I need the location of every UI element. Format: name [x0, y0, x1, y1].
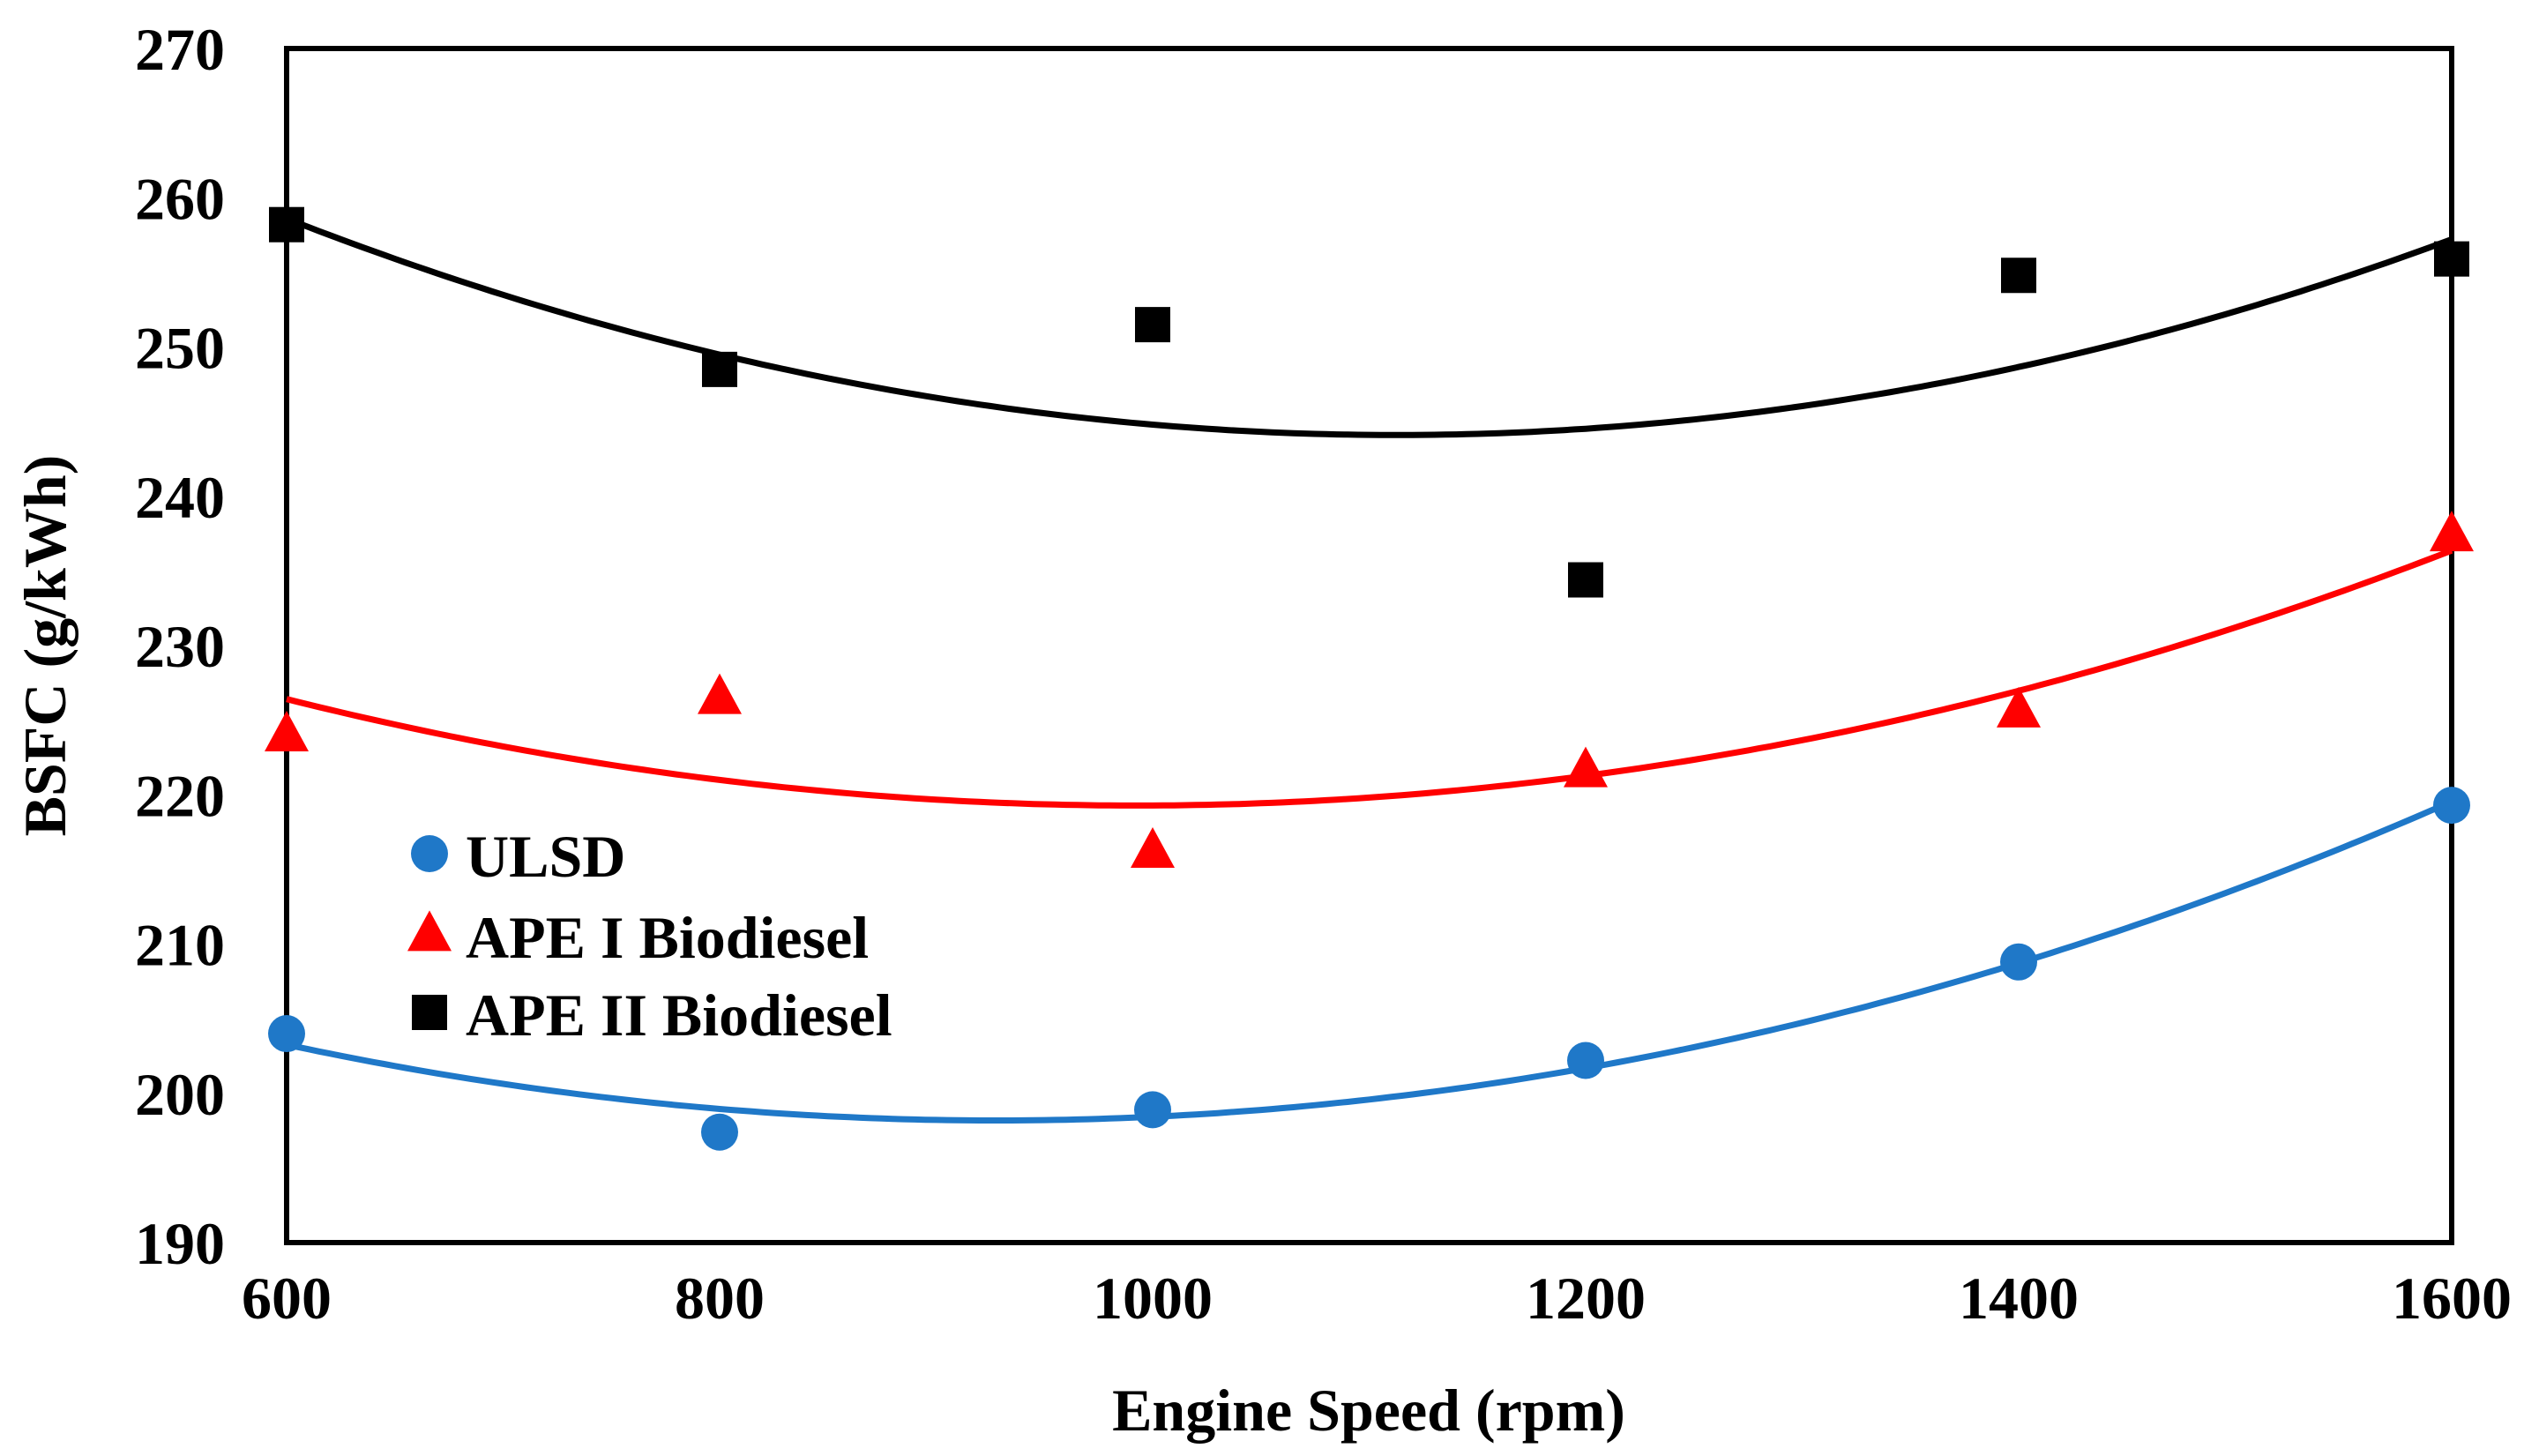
x-axis-ticks: 600 800 1000 1200 1400 1600	[242, 1265, 2512, 1332]
data-point	[1134, 1091, 1171, 1129]
legend-label: APE II Biodiesel	[466, 982, 892, 1049]
y-tick-label: 220	[135, 762, 225, 829]
data-point	[701, 1113, 738, 1151]
trendline-ulsd	[286, 798, 2453, 1124]
data-point	[265, 710, 309, 751]
data-point	[1564, 746, 1608, 788]
x-tick-label: 1000	[1093, 1265, 1213, 1332]
y-axis-title: BSFC (g/kWh)	[11, 455, 78, 837]
x-tick-label: 1600	[2392, 1265, 2512, 1332]
y-tick-label: 200	[135, 1061, 225, 1128]
y-axis-ticks: 190 200 210 220 230 240 250 260 270	[135, 16, 225, 1277]
data-point	[1135, 307, 1170, 343]
legend-label: ULSD	[466, 823, 625, 890]
legend-marker	[411, 835, 448, 872]
plot-area-frame	[284, 46, 2454, 1245]
data-point	[2430, 511, 2474, 552]
x-tick-label: 1400	[1959, 1265, 2079, 1332]
trendlines	[285, 215, 2453, 1124]
data-point	[2434, 241, 2469, 277]
data-point	[269, 206, 304, 243]
data-point	[2433, 787, 2470, 825]
data-point	[698, 673, 742, 714]
x-axis-title: Engine Speed (rpm)	[1112, 1377, 1625, 1444]
y-tick-label: 240	[135, 464, 225, 531]
y-tick-label: 260	[135, 165, 225, 232]
data-point	[2000, 943, 2037, 981]
data-point	[268, 1015, 305, 1053]
y-tick-label: 270	[135, 16, 225, 83]
y-tick-label: 210	[135, 912, 225, 979]
trendline-ape-ii-biodiesel	[285, 215, 2453, 438]
x-tick-label: 600	[242, 1265, 332, 1332]
data-markers	[265, 206, 2474, 1151]
y-tick-label: 250	[135, 315, 225, 382]
x-tick-label: 800	[675, 1265, 765, 1332]
legend-label: APE I Biodiesel	[466, 904, 869, 971]
legend-marker	[407, 910, 452, 952]
data-point	[1131, 826, 1175, 868]
x-tick-label: 1200	[1526, 1265, 1646, 1332]
data-point	[1568, 562, 1603, 598]
data-point	[1997, 686, 2041, 728]
trendline-ape-i-biodiesel	[286, 547, 2453, 809]
data-point	[1567, 1042, 1604, 1079]
y-tick-label: 190	[135, 1210, 225, 1277]
data-point	[2001, 258, 2036, 294]
legend-marker	[412, 995, 447, 1030]
data-point	[702, 351, 737, 387]
y-tick-label: 230	[135, 613, 225, 680]
legend: ULSD APE I Biodiesel APE II Biodiesel	[407, 823, 892, 1049]
